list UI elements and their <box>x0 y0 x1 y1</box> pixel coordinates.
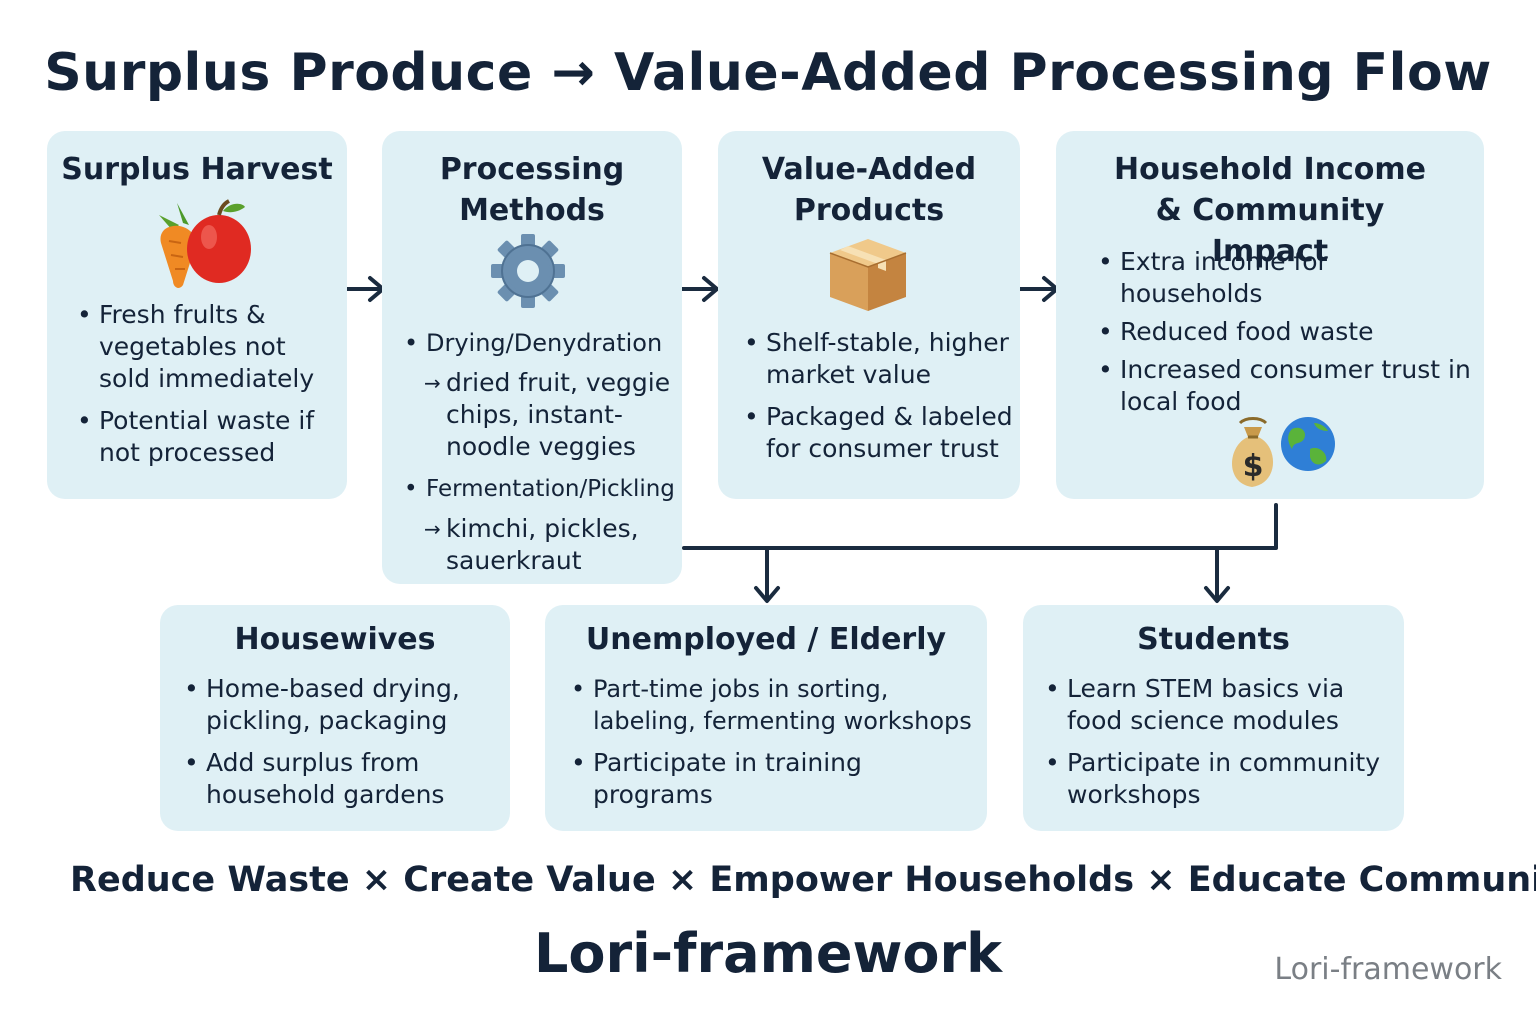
stage-heading: Value-Added Products <box>761 152 977 228</box>
group-unemployed-elderly: Unemployed / Elderly Part-time jobs in s… <box>545 605 987 831</box>
list-item-detail: → dried fruit, veggie chips, instant-noo… <box>424 368 671 461</box>
list-item: Home-based drying, pickling, packaging <box>182 673 502 737</box>
group-heading: Housewives <box>234 622 436 657</box>
page-title: Surplus Produce → Value-Added Processing… <box>44 43 1492 103</box>
arrow-right-icon: → <box>424 517 441 541</box>
group-heading: Students <box>1137 622 1290 657</box>
list-item: Extra income for households <box>1096 246 1476 310</box>
arrow-harvest-to-processing <box>345 276 385 302</box>
stage-heading: Processing Methods <box>439 152 625 228</box>
group-housewives: Housewives Home-based drying, pickling, … <box>160 605 510 831</box>
gear-icon <box>490 233 566 313</box>
stage-value-added-products: Value-Added Products Shelf-stable, highe… <box>718 131 1020 499</box>
list-item: Fermentation/Pickling <box>402 473 678 505</box>
connector-impact-to-groups <box>682 503 1278 603</box>
list-item: Learn STEM basics via food science modul… <box>1043 673 1367 737</box>
list-item: Increased consumer trust in local food <box>1096 354 1476 418</box>
list-item: Shelf-stable, higher market value <box>742 327 1014 391</box>
list-item: Add surplus from household gardens <box>182 747 502 811</box>
arrow-products-to-impact <box>1019 276 1059 302</box>
stage-household-income-impact: Household Income & Community Impact Extr… <box>1056 131 1484 499</box>
list-item: Reduced food waste <box>1096 316 1476 348</box>
list-item: Drying/Denydration <box>402 327 678 359</box>
stage-heading: Surplus Harvest <box>61 152 333 187</box>
arrow-processing-to-products <box>679 276 719 302</box>
group-students: Students Learn STEM basics via food scie… <box>1023 605 1404 831</box>
list-item: Potential waste if not processed <box>75 405 337 469</box>
money-bag-globe-icon: $ <box>1222 413 1342 495</box>
list-item: Part-time jobs in sorting, labeling, fer… <box>569 673 981 737</box>
list-item: Participate in community workshops <box>1043 747 1395 811</box>
list-item-detail: → kimchi, pickles, sauerkraut <box>424 514 639 575</box>
list-item: Fresh frults & vegetables not sold immed… <box>75 299 337 395</box>
watermark: Lori-framework <box>1274 952 1502 987</box>
fruit-vegetable-icon <box>139 197 259 293</box>
brand-title: Lori-framework <box>533 922 1003 985</box>
list-item: Packaged & labeled for consumer trust <box>742 401 1014 465</box>
stage-processing-methods: Processing Methods Drying/Denydration → <box>382 131 682 584</box>
arrow-right-icon: → <box>424 371 441 395</box>
group-heading: Unemployed / Elderly <box>585 622 947 657</box>
package-icon <box>826 235 910 319</box>
list-item: Participate in training programs <box>569 747 893 811</box>
stage-surplus-harvest: Surplus Harvest Fresh frults & vegetable… <box>47 131 347 499</box>
svg-text:$: $ <box>1243 449 1264 484</box>
